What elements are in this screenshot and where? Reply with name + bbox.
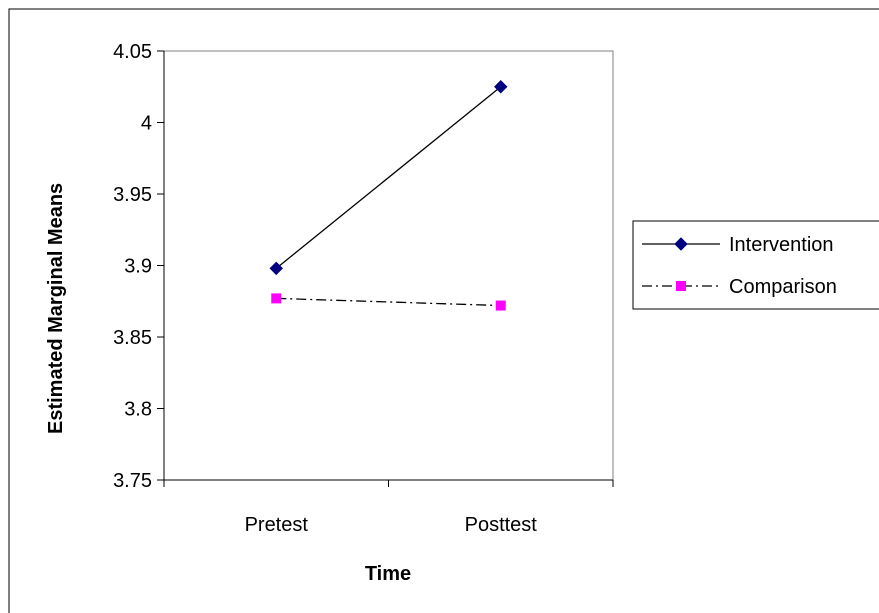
legend-marker-comparison — [676, 281, 686, 291]
y-tick-label: 4 — [141, 113, 152, 135]
x-ticks: Pretest Posttest — [163, 480, 614, 536]
chart-border — [8, 8, 879, 613]
data-point-comparison — [495, 300, 506, 311]
legend-box — [632, 220, 879, 310]
series-line-comparison — [276, 297, 501, 307]
data-point-intervention — [269, 261, 283, 276]
x-tick-label: Pretest — [245, 514, 309, 536]
plot-area — [163, 50, 614, 481]
legend-label-intervention: Intervention — [729, 234, 834, 256]
series-line-intervention — [275, 86, 502, 269]
series-markers — [269, 80, 508, 311]
y-tick-label: 3.9 — [124, 256, 152, 278]
legend-label-comparison: Comparison — [729, 276, 837, 298]
y-tick-label: 3.75 — [113, 470, 152, 492]
y-tick-label: 3.8 — [124, 399, 152, 421]
x-axis-title: Time — [365, 563, 411, 585]
y-tick-label: 3.95 — [113, 184, 152, 206]
y-ticks: 3.75 3.8 3.85 3.9 3.95 4 4.05 — [113, 41, 164, 492]
y-tick-label: 4.05 — [113, 41, 152, 63]
legend-marker-intervention — [674, 237, 688, 251]
legend-items: Intervention Comparison — [642, 234, 837, 298]
series-lines — [275, 86, 502, 307]
x-tick-label: Posttest — [465, 514, 538, 536]
y-axis-title: Estimated Marginal Means — [45, 183, 67, 434]
data-point-comparison — [271, 293, 282, 304]
legend: Intervention Comparison — [632, 220, 879, 310]
data-point-intervention — [494, 80, 508, 94]
y-tick-label: 3.85 — [113, 327, 152, 349]
